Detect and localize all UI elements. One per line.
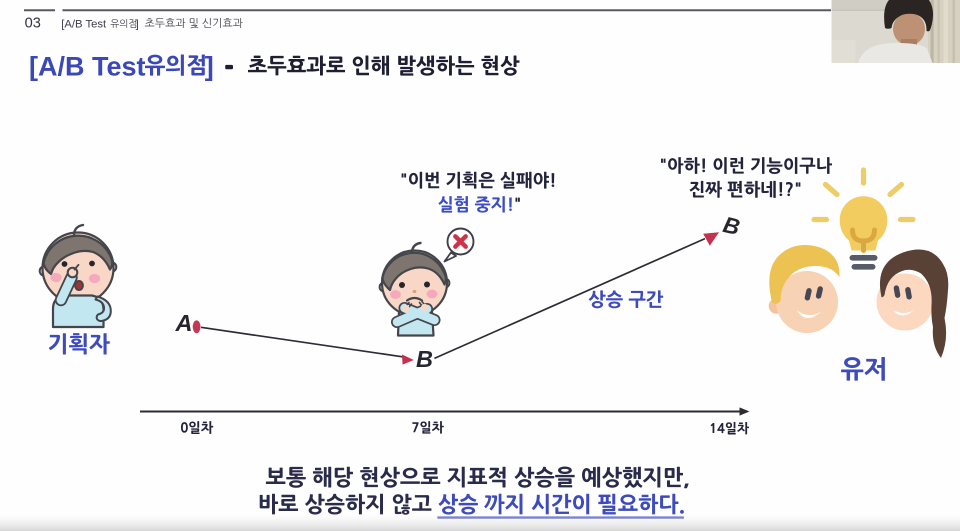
svg-text:03: 03 (25, 16, 41, 32)
svg-text:B: B (721, 212, 742, 240)
svg-text:A: A (175, 310, 193, 336)
svg-text:]: ] (136, 18, 139, 30)
svg-text:]: ] (205, 51, 214, 81)
svg-text:B: B (416, 346, 433, 372)
svg-text:[A/B Test: [A/B Test (29, 51, 146, 81)
svg-text:[A/B Test: [A/B Test (61, 18, 107, 30)
